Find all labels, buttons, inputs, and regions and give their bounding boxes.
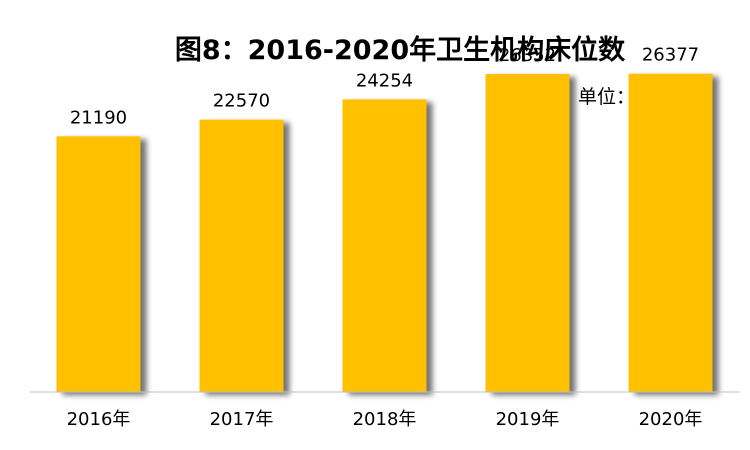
- bar-2019年: [485, 74, 570, 393]
- x-tick-label-2017年: 2017年: [210, 409, 274, 430]
- bar-2016年: [56, 136, 141, 392]
- x-tick-label-2018年: 2018年: [353, 409, 417, 430]
- data-label-2018年: 24254: [356, 70, 413, 91]
- data-label-2019年: 26352: [499, 45, 556, 66]
- data-label-2020年: 26377: [642, 45, 699, 66]
- data-label-2017年: 22570: [213, 91, 270, 112]
- bars-layer: [56, 73, 713, 393]
- bar-2018年: [342, 99, 427, 392]
- x-tick-label-2019年: 2019年: [496, 409, 560, 430]
- bar-2017年: [199, 119, 284, 392]
- chart-title: 图8：2016-2020年卫生机构床位数: [174, 35, 626, 66]
- labels-layer: 21190 2016年 22570 2017年 24254 2018年 26352 2019年…: [67, 45, 703, 430]
- x-tick-label-2020年: 2020年: [639, 409, 703, 430]
- x-tick-label-2016年: 2016年: [67, 409, 131, 430]
- bar-2020年: [628, 73, 713, 393]
- data-label-2016年: 21190: [70, 107, 127, 128]
